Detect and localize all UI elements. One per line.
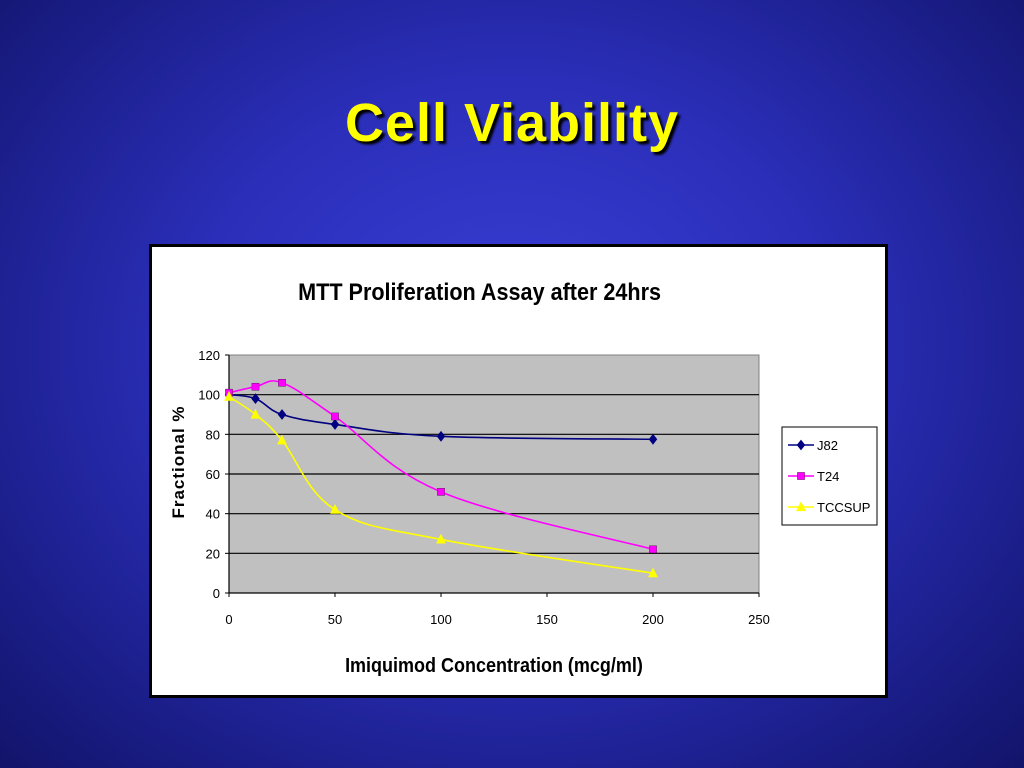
data-point xyxy=(250,408,261,419)
legend-marker xyxy=(797,472,805,480)
data-point xyxy=(277,409,287,420)
data-point xyxy=(251,382,260,391)
data-point xyxy=(224,390,234,401)
data-point xyxy=(278,379,286,387)
x-tick-label: 0 xyxy=(225,612,232,627)
legend-entry: J82 xyxy=(788,438,838,453)
data-point xyxy=(330,503,340,514)
data-point xyxy=(436,430,446,442)
legend-entry: TCCSUP xyxy=(788,500,870,515)
legend: J82 T24 TCCSUP xyxy=(781,426,878,526)
y-tick-label: 60 xyxy=(206,467,220,482)
data-point xyxy=(331,412,339,421)
series-layer xyxy=(224,379,658,578)
x-tick-label: 50 xyxy=(328,612,342,627)
data-point xyxy=(437,488,445,496)
data-point xyxy=(436,533,446,544)
gridlines xyxy=(229,394,759,554)
x-tick-label: 250 xyxy=(748,612,770,627)
data-point xyxy=(648,433,658,445)
chart-frame: MTT Proliferation Assay after 24hrs 0 20 4… xyxy=(149,244,888,698)
slide-title: Cell Viability xyxy=(344,93,680,153)
legend-entry: T24 xyxy=(788,469,839,484)
y-tick-label: 0 xyxy=(213,586,220,601)
y-tick-label: 40 xyxy=(206,507,220,522)
data-point xyxy=(277,434,287,445)
data-point xyxy=(251,393,260,405)
y-tick-label: 100 xyxy=(198,388,220,403)
legend-marker xyxy=(796,501,806,512)
data-point xyxy=(649,545,657,554)
y-axis-label: Fractional % xyxy=(169,405,188,518)
axes: 0 20 40 60 80 100 120 0 50 100 150 200 250 xyxy=(198,348,770,627)
data-point xyxy=(330,419,340,430)
legend-label: J82 xyxy=(817,438,838,453)
data-point xyxy=(648,567,658,578)
x-tick-label: 100 xyxy=(430,612,452,627)
y-tick-label: 20 xyxy=(206,546,220,561)
x-axis-label: Imiquimod Concentration (mcg/ml) xyxy=(345,655,643,677)
x-tick-label: 200 xyxy=(642,612,664,627)
y-tick-label: 120 xyxy=(198,348,220,363)
line-chart: MTT Proliferation Assay after 24hrs 0 20 4… xyxy=(169,278,878,677)
chart-title: MTT Proliferation Assay after 24hrs xyxy=(298,278,661,305)
legend-label: T24 xyxy=(817,469,839,484)
legend-label: TCCSUP xyxy=(817,500,870,515)
legend-marker xyxy=(796,439,806,451)
x-tick-label: 150 xyxy=(536,612,558,627)
y-tick-label: 80 xyxy=(206,427,220,442)
series-tccsup xyxy=(224,390,658,578)
